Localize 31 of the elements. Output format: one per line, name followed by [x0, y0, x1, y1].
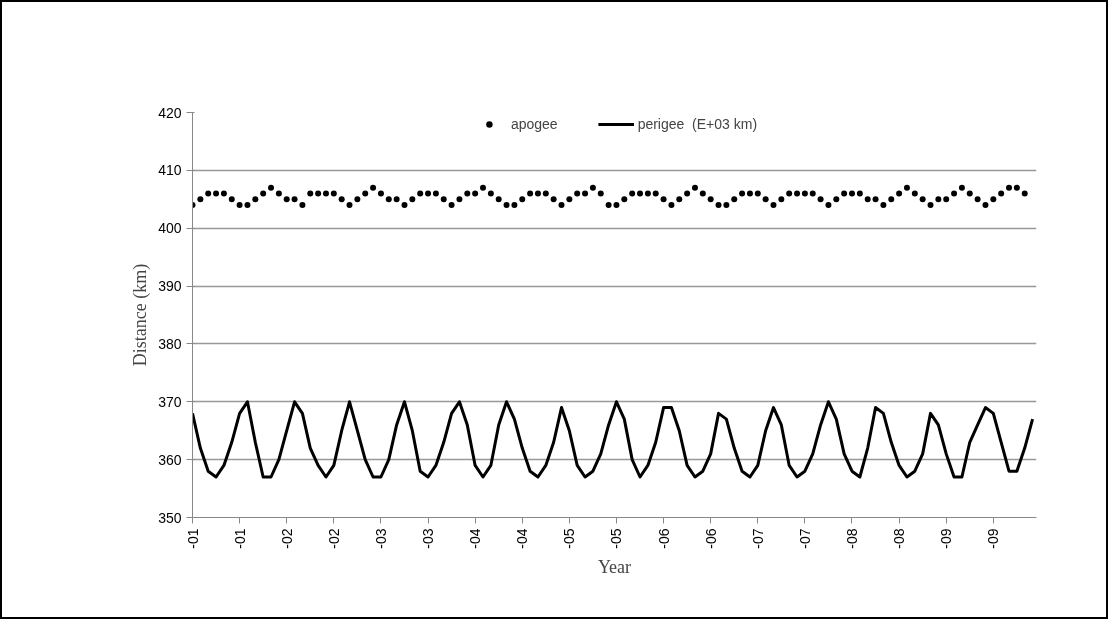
- y-tick-label: 410: [158, 162, 182, 179]
- legend-label: apogee: [510, 116, 558, 132]
- x-tick-label: -04: [514, 528, 531, 549]
- x-tick-label: -02: [278, 528, 295, 549]
- y-tick-label: 400: [158, 220, 182, 237]
- x-axis-title: Year: [597, 556, 632, 577]
- x-tick-label: -01: [231, 528, 248, 549]
- x-tick-label: -09: [985, 528, 1002, 549]
- x-tick-label: -06: [702, 528, 719, 549]
- y-tick-label: 350: [158, 509, 182, 526]
- x-tick-label: -06: [655, 528, 672, 549]
- x-tick-label: -01: [184, 528, 201, 549]
- x-tick-label: -03: [372, 528, 389, 549]
- x-tick-label: -03: [420, 528, 437, 549]
- x-tick-label: -05: [561, 528, 578, 549]
- x-tick-label: -08: [844, 528, 860, 549]
- line-series: [192, 400, 1035, 479]
- x-tick-label: -07: [796, 528, 813, 549]
- x-tick-label: -05: [608, 528, 625, 549]
- y-tick-label: 420: [158, 104, 182, 121]
- x-tick-label: -04: [467, 528, 484, 549]
- x-tick-label: -07: [749, 528, 766, 549]
- legend-label: perigee (E+03 km): [637, 116, 758, 132]
- x-tick-label: -08: [891, 528, 908, 549]
- x-tick-label: -09: [938, 528, 955, 549]
- y-tick-label: 370: [158, 393, 182, 410]
- x-tick-label: -02: [325, 528, 342, 549]
- y-tick-label: 390: [158, 278, 182, 295]
- y-tick-label: 360: [158, 451, 182, 468]
- y-axis-title: Distance (km): [130, 263, 152, 367]
- y-tick-label: 380: [158, 335, 182, 352]
